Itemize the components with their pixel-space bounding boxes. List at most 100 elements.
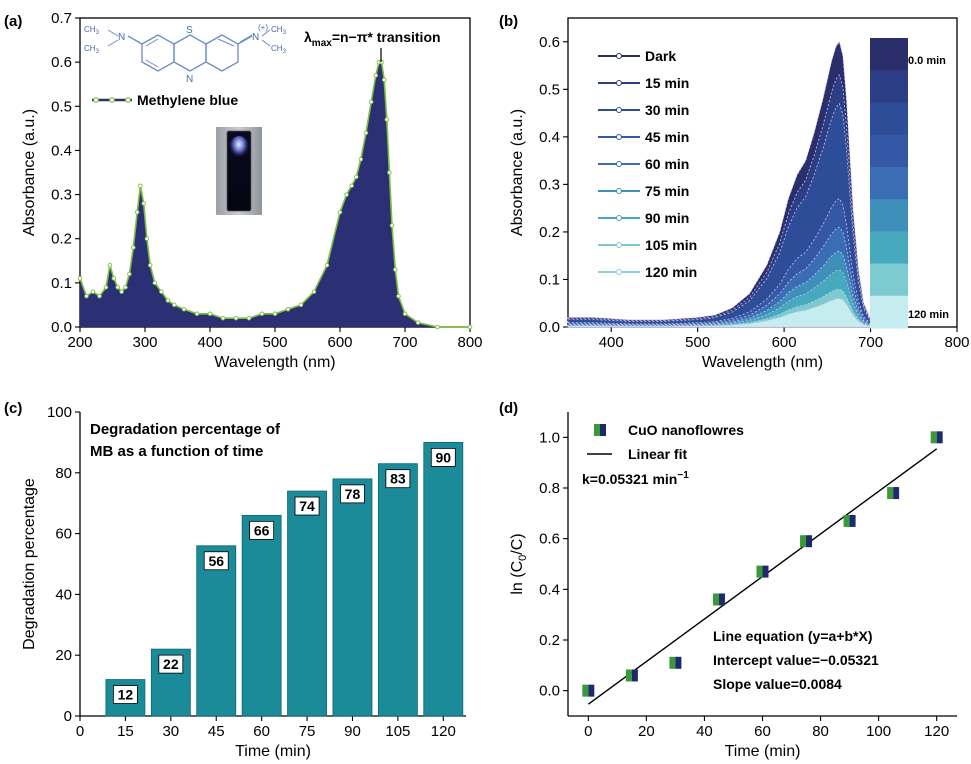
data-point-a-45 [387, 170, 392, 175]
slope-value-text: Slope value=0.0084 [713, 676, 842, 692]
data-label-75: 74 [299, 498, 315, 514]
y-tick-label-a-0: 0.0 [51, 319, 72, 336]
y-tick-label-d-0.6: 0.6 [539, 531, 560, 548]
data-label-105: 83 [390, 471, 406, 487]
legend-entry-6: 90 min [645, 210, 689, 226]
data-point-a-29 [285, 307, 291, 312]
data-point-a-9 [123, 285, 128, 290]
x-tick-label-c-60: 60 [253, 723, 270, 740]
y-tick-label-d-0: 0.0 [539, 683, 560, 700]
bar-105 [377, 463, 418, 717]
x-tick-label-d-80: 80 [812, 723, 829, 740]
x-tick-label-a-800: 800 [457, 334, 482, 351]
data-point-a-27 [259, 311, 265, 317]
legend-entry-3: 45 min [645, 129, 689, 145]
sulfur-atom: S [186, 25, 193, 36]
data-point-a-7 [115, 285, 120, 290]
y-tick-label-b-0.2: 0.2 [539, 224, 560, 241]
y-tick-label-c-0: 0 [64, 708, 72, 725]
y-axis-label-a: Absorbance (a.u.) [21, 109, 38, 236]
data-point-a-32 [324, 262, 330, 268]
data-label-30: 22 [163, 656, 179, 672]
data-label-box-30 [158, 654, 184, 674]
data-point-d-right-4 [762, 565, 769, 578]
colorbar-segment-2 [870, 102, 908, 136]
y-tick-label-a-0.7: 0.7 [51, 10, 72, 27]
x-tick-label-c-0: 0 [76, 723, 84, 740]
x-tick-label-c-90: 90 [344, 723, 361, 740]
data-point-a-19 [165, 298, 171, 303]
legend-marker-4 [616, 161, 622, 167]
chart-panel-b: 400 500 600 700 800 0.0 0.1 0.2 0.3 0.4 0.5 0.6 Wave… [509, 17, 970, 371]
y-tick-label-c-60: 60 [55, 526, 72, 543]
data-label-box-90 [340, 484, 365, 504]
bar-75 [287, 490, 327, 717]
series-area-methylene-blue [80, 62, 470, 327]
rate-constant-label: k=0.05321 min−1 [582, 470, 689, 487]
y-tick-label-b-0.3: 0.3 [539, 176, 560, 193]
y-tick-label-a-0.1: 0.1 [51, 275, 72, 292]
data-point-d-left-6 [843, 514, 850, 527]
bar-45 [196, 545, 237, 717]
colorbar-segment-6 [870, 231, 908, 265]
chart-title-line-1: Degradation percentage of [90, 421, 281, 438]
data-point-a-13 [138, 183, 143, 188]
methylene-blue-structure: S N N N (+) CH3 CH3 CH3 CH3 [84, 23, 287, 85]
data-point-a-40 [373, 73, 379, 78]
panel-label-b: (b) [499, 13, 518, 30]
y-tick-label-a-0.3: 0.3 [51, 187, 72, 204]
x-tick-label-a-700: 700 [392, 334, 417, 351]
colorbar-segment-1 [870, 70, 908, 103]
panel-label-d: (d) [499, 400, 518, 417]
legend-marker-2 [616, 107, 622, 113]
data-point-a-25 [233, 315, 239, 321]
x-tick-label-a-400: 400 [197, 334, 222, 351]
data-point-a-17 [152, 280, 158, 286]
x-tick-label-b-600: 600 [772, 334, 797, 351]
y-tick-label-b-0: 0.0 [539, 319, 560, 336]
y-tick-label-c-100: 100 [47, 404, 72, 421]
data-point-d-right-7 [893, 487, 900, 500]
positive-charge: (+) [258, 23, 268, 32]
legend-entry-4: 60 min [645, 156, 689, 172]
y-tick-label-d-0.2: 0.2 [539, 632, 560, 649]
legend-marker-5 [616, 188, 622, 194]
data-point-d-right-5 [806, 535, 813, 548]
x-tick-label-d-100: 100 [866, 723, 891, 740]
data-point-a-50 [415, 320, 421, 325]
data-point-a-42 [379, 59, 384, 65]
data-label-box-105 [385, 469, 411, 489]
legend-marker-6 [616, 215, 622, 221]
data-point-a-37 [358, 157, 364, 162]
methyl-group-1: CH3 [84, 25, 100, 36]
x-tick-label-a-300: 300 [132, 334, 157, 351]
x-tick-label-a-500: 500 [262, 334, 287, 351]
data-point-a-31 [311, 289, 317, 294]
data-point-d-left-8 [930, 431, 937, 444]
panel-label-c: (c) [4, 400, 22, 417]
y-tick-label-c-40: 40 [55, 586, 72, 603]
data-label-box-15 [113, 685, 138, 704]
legend-panel-a: Methylene blue [92, 92, 238, 108]
data-label-box-60 [249, 520, 275, 540]
data-point-a-52 [467, 324, 473, 330]
series-area-120-min [567, 298, 880, 328]
x-tick-label-c-75: 75 [299, 723, 316, 740]
data-point-d-right-1 [631, 669, 638, 682]
legend-panel-b: Dark 15 min 30 min 45 min 60 min 75 min 90 min… [598, 48, 697, 280]
colorbar-segment-7 [870, 263, 908, 297]
data-point-d-right-6 [849, 514, 856, 527]
data-label-90: 78 [345, 486, 361, 502]
colorbar: 0.0 min 120 min [870, 38, 949, 329]
data-point-a-21 [181, 307, 187, 312]
x-tick-label-b-500: 500 [685, 334, 710, 351]
panel-label-a: (a) [4, 13, 22, 30]
legend-entry-7: 105 min [645, 237, 697, 253]
y-axis-label-b: Absorbance (a.u.) [509, 109, 526, 236]
data-point-a-14 [141, 201, 146, 206]
y-tick-label-d-0.8: 0.8 [539, 480, 560, 497]
colorbar-segment-8 [870, 295, 908, 329]
x-tick-label-c-30: 30 [162, 723, 179, 740]
y-tick-label-a-0.5: 0.5 [51, 98, 72, 115]
data-point-a-1 [84, 293, 89, 299]
